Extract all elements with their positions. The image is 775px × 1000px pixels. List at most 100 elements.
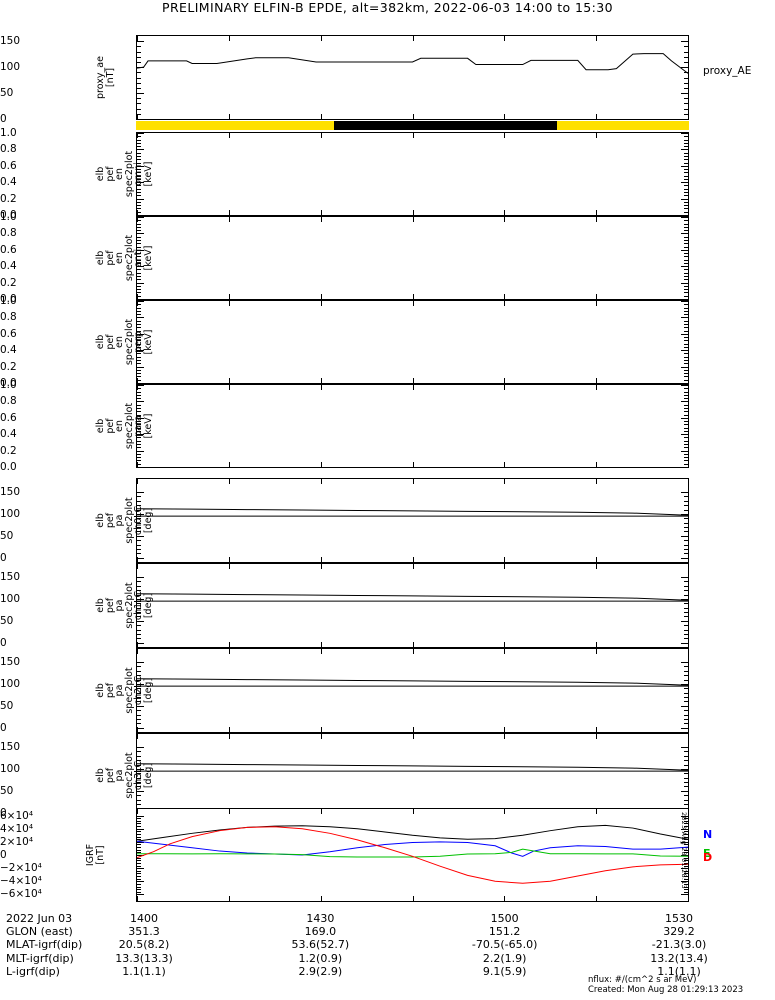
y-minor-tick [684, 424, 688, 426]
x-tick-mark [688, 378, 689, 383]
y-tick-label: −4×10⁴ [0, 875, 42, 888]
y-minor-tick [684, 307, 688, 309]
x-tick-mark [504, 462, 506, 467]
y-tick-label: 0.4 [0, 427, 17, 440]
x-tick-mark [412, 557, 414, 562]
y-minor-tick [137, 710, 141, 712]
y-tick-label: 0.2 [0, 360, 17, 373]
series-upper [137, 508, 688, 516]
x-tick-mark [137, 727, 138, 732]
y-minor-tick [137, 876, 141, 878]
y-minor-tick [684, 786, 688, 788]
x-tick-mark [596, 642, 598, 647]
x-axis-row-label: GLON (east) [6, 925, 73, 939]
y-minor-tick [137, 61, 141, 63]
y-axis-label-elb_pef_pa_spec2plot_ch0LC: elb pef pa spec2plot ch0LC [deg] [95, 497, 154, 544]
x-axis-value: 2.2(1.9) [482, 951, 527, 965]
y-minor-tick [137, 262, 141, 264]
y-minor-tick [137, 226, 141, 228]
y-minor-tick [137, 56, 141, 58]
panel-elb_pef_pa_spec2plot_ch3LC [136, 733, 689, 818]
y-minor-tick [684, 701, 688, 703]
x-tick-mark [137, 378, 138, 383]
y-tick-mark [137, 855, 144, 856]
y-minor-tick [684, 782, 688, 784]
y-minor-tick [684, 169, 688, 171]
x-tick-mark [596, 114, 598, 119]
x-tick-mark [688, 557, 689, 562]
x-tick-mark [504, 301, 506, 306]
y-minor-tick [137, 891, 141, 893]
x-tick-mark [688, 462, 689, 467]
x-tick-mark [504, 727, 506, 732]
y-tick-mark [681, 467, 688, 468]
x-axis-row: MLAT-igrf(dip) 20.5(8.2) 53.6(52.7) -70.5(-… [0, 938, 775, 951]
y-tick-mark [137, 119, 144, 120]
y-axis-label-IGRF: IGRF [nT] [85, 843, 106, 867]
y-minor-tick [684, 146, 688, 148]
y-minor-tick [684, 831, 688, 833]
y-minor-tick [684, 760, 688, 762]
y-minor-tick [137, 142, 141, 144]
y-tick-mark [681, 198, 688, 200]
y-tick-mark [681, 282, 688, 284]
x-tick-mark [596, 210, 598, 215]
y-minor-tick [137, 103, 141, 105]
x-tick-mark [320, 479, 322, 484]
y-tick-label: 150 [0, 570, 21, 583]
panel-elb_pef_en_spec2plot_perp [136, 300, 689, 384]
y-minor-tick [684, 718, 688, 720]
y-minor-tick [684, 175, 688, 177]
y-minor-tick [137, 330, 141, 332]
y-tick-mark [137, 385, 144, 386]
y-tick-mark [681, 841, 688, 843]
x-tick-mark [320, 896, 322, 901]
y-minor-tick [684, 239, 688, 241]
y-minor-tick [684, 195, 688, 197]
x-tick-mark [320, 809, 322, 814]
x-tick-mark [596, 462, 598, 467]
y-minor-tick [137, 388, 141, 390]
y-tick-mark [137, 768, 144, 770]
panel-elb_pef_en_spec2plot_anti [136, 216, 689, 300]
x-tick-mark [228, 385, 230, 390]
y-tick-label: 0.4 [0, 175, 17, 188]
y-tick-mark [681, 598, 688, 600]
y-minor-tick [137, 679, 141, 681]
y-minor-tick [137, 612, 141, 614]
trace-layer-elb_pef_pa_spec2plot_ch1LC [137, 593, 688, 602]
y-minor-tick [137, 826, 141, 828]
trace-layer-proxy_ae [137, 53, 688, 74]
y-axis-label-elb_pef_en_spec2plot_para: elb pef en spec2plot para [keV] [95, 402, 154, 450]
y-minor-tick [684, 852, 688, 854]
y-minor-tick [684, 113, 688, 115]
x-tick-mark [412, 294, 414, 299]
y-minor-tick [137, 208, 141, 210]
x-tick-mark [688, 734, 689, 739]
y-minor-tick [137, 192, 141, 194]
x-tick-mark [412, 301, 414, 306]
x-tick-mark [688, 114, 689, 119]
y-axis-label-elb_pef_en_spec2plot_anti: elb pef en spec2plot anti [keV] [95, 234, 154, 282]
y-minor-tick [684, 142, 688, 144]
y-minor-tick [684, 353, 688, 355]
y-tick-mark [681, 894, 688, 896]
trace-layer-elb_pef_pa_spec2plot_ch3LC [137, 763, 688, 772]
y-minor-tick [137, 823, 141, 825]
x-tick-mark [412, 734, 414, 739]
x-tick-mark [228, 378, 230, 383]
x-tick-mark [137, 642, 138, 647]
y-minor-tick [684, 585, 688, 587]
y-tick-label: 1.0 [0, 378, 17, 391]
y-minor-tick [684, 414, 688, 416]
panel-elb_pef_pa_spec2plot_ch0LC [136, 478, 689, 563]
x-tick-mark [688, 133, 689, 138]
y-minor-tick [137, 98, 141, 100]
y-minor-tick [684, 862, 688, 864]
y-minor-tick [137, 831, 141, 833]
y-tick-mark [137, 366, 144, 368]
y-minor-tick [684, 226, 688, 228]
y-tick-mark [681, 383, 688, 384]
legend-igrf-n: N [703, 828, 713, 841]
y-minor-tick [137, 256, 141, 258]
